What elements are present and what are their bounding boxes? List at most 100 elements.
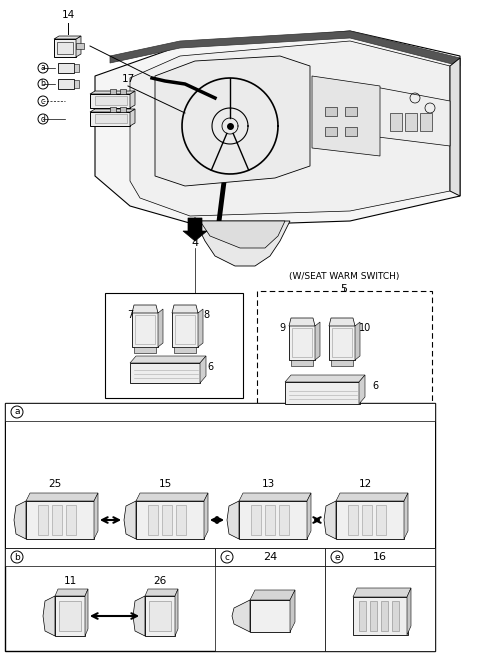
Text: 4: 4	[192, 238, 199, 248]
Text: a: a	[41, 64, 46, 73]
Bar	[332, 328, 352, 357]
Bar	[215, 566, 325, 651]
Polygon shape	[130, 41, 450, 216]
Bar	[5, 403, 435, 421]
Bar	[55, 596, 85, 636]
Bar	[292, 328, 312, 357]
Bar	[325, 548, 435, 566]
Polygon shape	[136, 493, 208, 501]
Polygon shape	[90, 91, 135, 94]
Bar	[251, 505, 261, 535]
Text: b: b	[14, 552, 20, 562]
Bar	[132, 312, 158, 347]
Bar	[215, 548, 325, 566]
Bar	[345, 127, 357, 136]
Bar	[174, 347, 196, 353]
Polygon shape	[26, 493, 98, 501]
Polygon shape	[370, 86, 450, 146]
Bar	[74, 80, 79, 88]
Bar	[57, 42, 73, 54]
Polygon shape	[124, 501, 136, 539]
Bar	[172, 312, 198, 347]
Polygon shape	[290, 590, 295, 632]
Bar	[279, 505, 289, 535]
Polygon shape	[155, 56, 310, 186]
Bar	[134, 347, 156, 353]
Polygon shape	[130, 356, 206, 363]
Polygon shape	[130, 91, 135, 108]
Bar	[420, 113, 432, 131]
Text: 10: 10	[359, 323, 371, 333]
Bar	[336, 501, 404, 539]
Bar	[362, 505, 372, 535]
Bar	[5, 403, 435, 548]
Polygon shape	[336, 493, 408, 501]
Bar	[110, 89, 116, 94]
Polygon shape	[329, 318, 355, 326]
Polygon shape	[54, 36, 81, 39]
Bar	[405, 113, 417, 131]
Text: 25: 25	[48, 479, 61, 489]
Polygon shape	[355, 322, 360, 360]
Bar	[148, 505, 158, 535]
Polygon shape	[450, 58, 460, 196]
Polygon shape	[312, 76, 380, 156]
Text: 26: 26	[154, 576, 167, 586]
Bar	[239, 501, 307, 539]
Polygon shape	[232, 600, 250, 632]
Polygon shape	[198, 309, 203, 347]
Bar	[289, 325, 315, 360]
Bar	[136, 501, 204, 539]
Polygon shape	[55, 589, 88, 596]
Bar	[331, 360, 353, 366]
Bar	[325, 127, 337, 136]
Bar	[74, 64, 79, 72]
Bar	[353, 597, 408, 635]
Bar	[5, 403, 435, 651]
Bar	[376, 505, 386, 535]
Text: 15: 15	[158, 479, 172, 489]
Bar	[291, 360, 313, 366]
Polygon shape	[324, 501, 336, 539]
Text: 11: 11	[63, 576, 77, 586]
Bar	[257, 291, 432, 421]
Text: 6: 6	[372, 381, 378, 391]
Bar	[329, 325, 355, 360]
Bar	[149, 601, 171, 631]
Polygon shape	[95, 31, 460, 226]
Bar	[54, 39, 76, 57]
Bar	[345, 107, 357, 116]
Polygon shape	[183, 218, 207, 241]
Bar	[52, 505, 62, 535]
Text: (W/SEAT WARM SWITCH): (W/SEAT WARM SWITCH)	[289, 272, 399, 281]
Polygon shape	[200, 221, 285, 248]
Bar	[120, 107, 126, 112]
Bar	[66, 505, 76, 535]
Polygon shape	[90, 109, 135, 112]
Text: 12: 12	[359, 479, 372, 489]
Text: c: c	[41, 96, 45, 106]
Polygon shape	[158, 309, 163, 347]
Bar	[130, 363, 200, 383]
Bar	[176, 505, 186, 535]
Bar	[135, 315, 155, 344]
Bar	[325, 107, 337, 116]
Bar	[76, 43, 84, 49]
Bar	[390, 113, 402, 131]
Bar	[5, 548, 215, 566]
Polygon shape	[130, 109, 135, 126]
Polygon shape	[204, 493, 208, 539]
Text: 16: 16	[373, 552, 387, 562]
Polygon shape	[315, 322, 320, 360]
Polygon shape	[285, 375, 365, 382]
Text: 5: 5	[340, 284, 348, 294]
Polygon shape	[175, 589, 178, 636]
Text: d: d	[41, 115, 46, 123]
Bar	[145, 596, 175, 636]
Bar	[26, 501, 94, 539]
Bar	[58, 79, 74, 89]
Polygon shape	[227, 501, 239, 539]
Bar	[38, 505, 48, 535]
Polygon shape	[133, 596, 145, 636]
Bar	[59, 601, 81, 631]
